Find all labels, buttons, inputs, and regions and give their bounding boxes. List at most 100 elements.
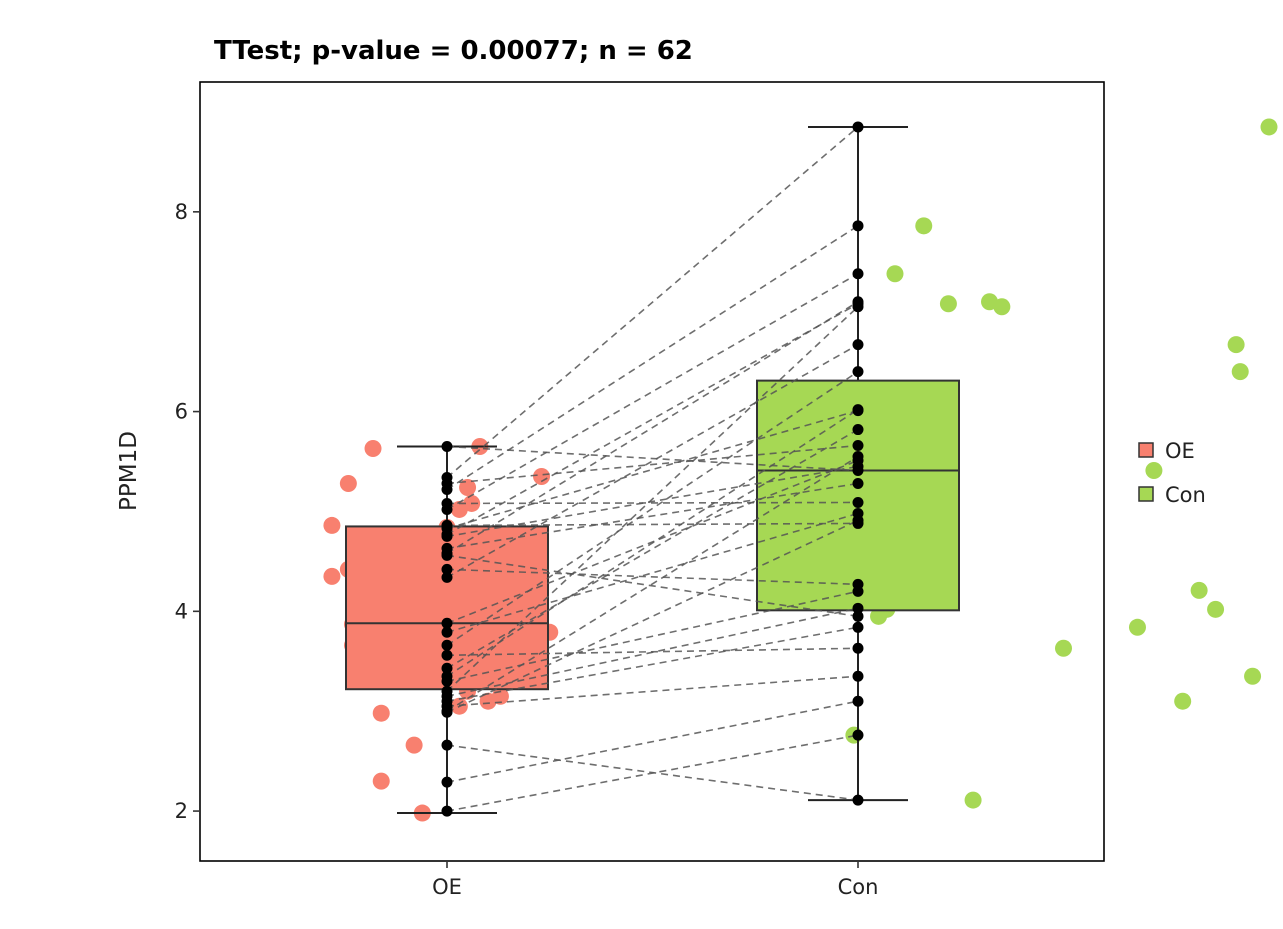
jitter-point-oe xyxy=(323,516,341,534)
paired-point-con xyxy=(852,424,864,436)
paired-point-con xyxy=(852,451,864,463)
axes: 2 4 6 8 OE Con xyxy=(175,200,879,899)
paired-point-oe xyxy=(441,571,453,583)
jitter-point-oe xyxy=(533,467,551,485)
jitter-point-con xyxy=(1190,581,1208,599)
paired-point-oe xyxy=(441,662,453,674)
pair-line xyxy=(446,568,859,586)
jitter-point-con xyxy=(939,295,957,313)
paired-lines xyxy=(446,126,859,812)
legend-swatch-oe xyxy=(1138,442,1154,458)
plot-area xyxy=(323,118,1278,822)
paired-point-con xyxy=(852,268,864,280)
pair-line xyxy=(446,554,859,618)
paired-point-oe xyxy=(441,805,453,817)
paired-point-con xyxy=(852,621,864,633)
paired-point-oe xyxy=(441,739,453,751)
legend-label-oe: OE xyxy=(1165,439,1195,463)
pair-line xyxy=(446,607,859,697)
paired-point-oe xyxy=(441,503,453,515)
jitter-point-con xyxy=(886,265,904,283)
box-body xyxy=(756,379,960,612)
jitter-point-oe xyxy=(405,736,423,754)
pair-line xyxy=(446,734,859,812)
pair-line xyxy=(446,455,859,712)
legend-label-con: Con xyxy=(1165,483,1206,507)
jitter-point-con xyxy=(1227,336,1245,354)
pair-line xyxy=(446,522,859,527)
paired-points xyxy=(441,121,864,817)
pair-line xyxy=(446,626,859,702)
paired-point-oe xyxy=(441,483,453,495)
x-tick-label: Con xyxy=(838,875,879,899)
jitter-point-oe xyxy=(323,567,341,585)
jitter-point-con xyxy=(1207,600,1225,618)
jitter-point-oe xyxy=(364,440,382,458)
paired-point-con xyxy=(852,642,864,654)
jitter-point-con xyxy=(964,791,982,809)
paired-point-con xyxy=(852,514,864,526)
paired-point-oe xyxy=(441,705,453,717)
paired-point-con xyxy=(852,440,864,452)
paired-point-oe xyxy=(441,670,453,682)
pair-line xyxy=(446,370,859,646)
jitter-point-oe xyxy=(372,704,390,722)
jitter-point-con xyxy=(1260,118,1278,136)
jitter-point-con xyxy=(915,217,933,235)
y-tick-label: 8 xyxy=(175,200,188,224)
plot-panel-border xyxy=(199,81,1105,862)
paired-point-con xyxy=(852,729,864,741)
pair-line xyxy=(446,501,859,505)
pair-line xyxy=(446,343,859,579)
jitter-point-oe xyxy=(339,474,357,492)
jitter-point-con xyxy=(1231,363,1249,381)
jitter-point-con xyxy=(1145,462,1163,480)
pair-line xyxy=(446,482,859,550)
paired-point-con xyxy=(852,339,864,351)
pair-line xyxy=(446,428,859,669)
paired-point-con xyxy=(852,602,864,614)
y-tick-label: 6 xyxy=(175,400,188,424)
paired-point-con xyxy=(852,404,864,416)
y-tick-label: 4 xyxy=(175,599,188,623)
paired-point-oe xyxy=(441,617,453,629)
y-axis-label: PPM1D xyxy=(116,431,142,511)
paired-point-con xyxy=(852,477,864,489)
pair-line xyxy=(446,590,859,683)
pair-line xyxy=(446,225,859,491)
paired-point-con xyxy=(852,585,864,597)
paired-point-oe xyxy=(441,639,453,651)
pair-line xyxy=(446,273,859,511)
paired-point-con xyxy=(852,366,864,378)
jitter-point-con xyxy=(1174,692,1192,710)
pair-line xyxy=(446,303,859,536)
paired-point-oe xyxy=(441,649,453,661)
paired-point-con xyxy=(852,695,864,707)
pair-line xyxy=(446,700,859,783)
paired-point-oe xyxy=(441,547,453,559)
x-tick-label: OE xyxy=(432,875,462,899)
paired-point-oe xyxy=(441,441,453,453)
chart-title: TTest; p-value = 0.00077; n = 62 xyxy=(214,36,693,66)
paired-point-oe xyxy=(441,530,453,542)
paired-point-con xyxy=(852,296,864,308)
jitter-point-con xyxy=(1244,667,1262,685)
paired-point-con xyxy=(852,121,864,133)
jitter-point-con xyxy=(1128,618,1146,636)
paired-point-oe xyxy=(441,776,453,788)
jitter-point-con xyxy=(993,298,1011,316)
y-tick-label: 2 xyxy=(175,799,188,823)
jitter-point-con xyxy=(1055,639,1072,657)
legend: OE Con xyxy=(1138,439,1206,507)
jitter-point-oe xyxy=(459,478,477,496)
paired-point-con xyxy=(852,220,864,232)
paired-point-con xyxy=(852,610,864,622)
pair-line xyxy=(446,459,859,625)
pair-line xyxy=(446,519,859,713)
pair-line xyxy=(446,675,859,707)
paired-point-oe xyxy=(441,563,453,575)
pair-line xyxy=(446,126,859,479)
pair-line xyxy=(446,408,859,677)
pair-line xyxy=(446,301,859,555)
